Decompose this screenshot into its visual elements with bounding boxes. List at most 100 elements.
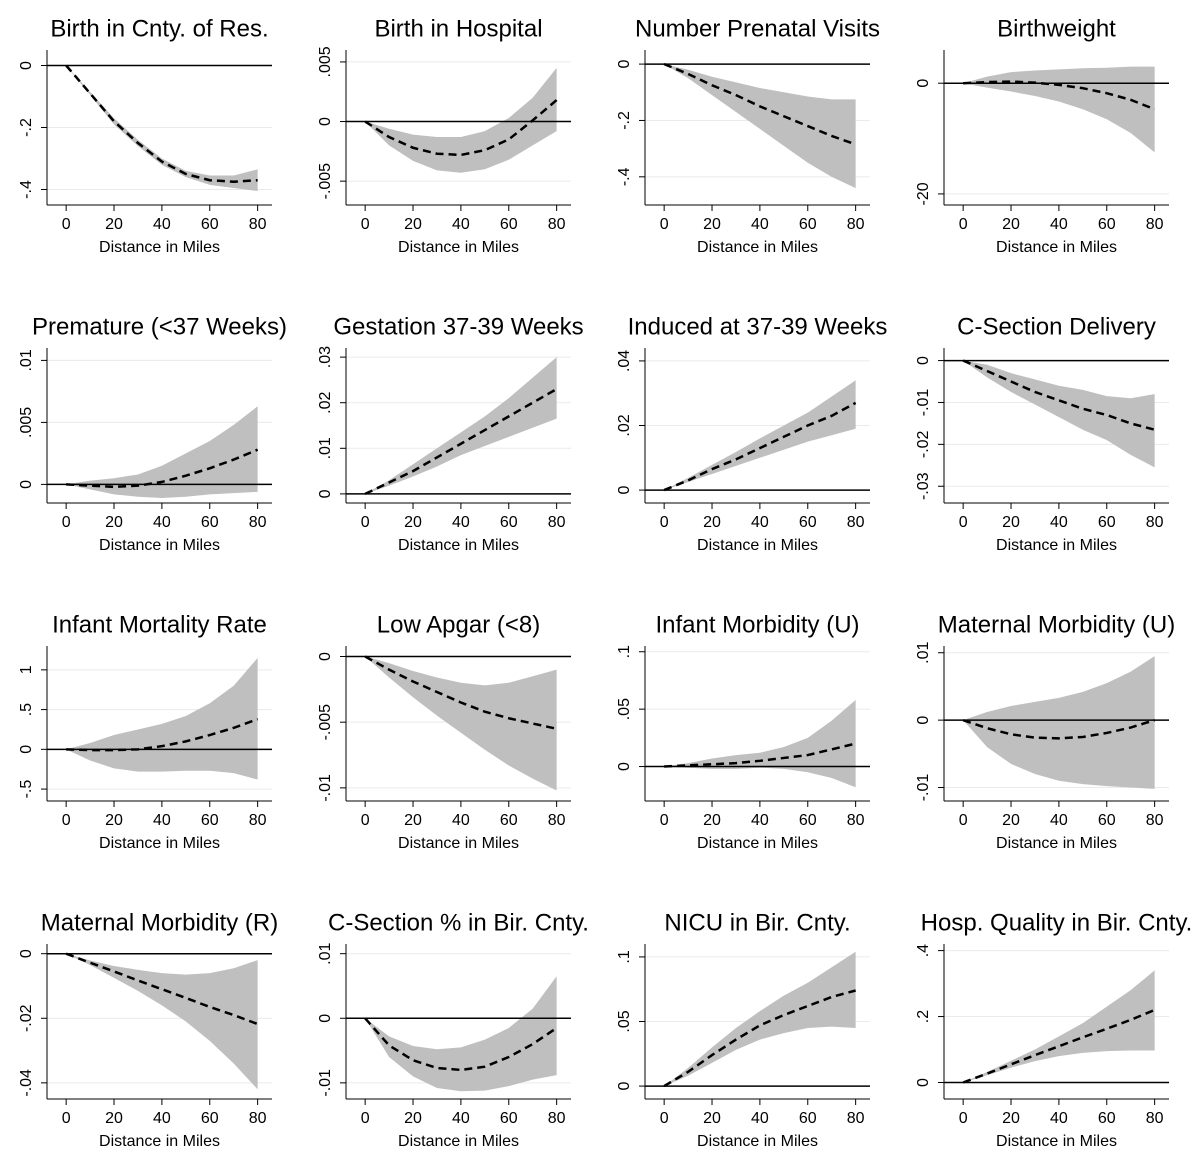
x-tick-label: 0 [959,216,968,233]
estimate-line [664,742,856,768]
x-tick-label: 80 [1146,216,1164,233]
y-tick-label: -.005 [317,163,334,200]
x-tick-label: 80 [847,1110,865,1127]
y-tick-label: -.005 [317,704,334,741]
x-tick-label: 20 [1002,216,1020,233]
x-axis-title: Distance in Miles [398,1133,519,1150]
x-tick-label: 0 [959,514,968,531]
x-axis-title: Distance in Miles [99,1133,220,1150]
x-tick-label: 40 [1050,216,1068,233]
y-tick-label: -.03 [915,472,932,500]
confidence-band [66,406,258,499]
x-tick-label: 80 [1146,514,1164,531]
y-tick-label: .03 [317,346,334,368]
x-axis-title: Distance in Miles [697,239,818,256]
x-tick-label: 20 [404,216,422,233]
x-tick-label: 20 [105,812,123,829]
chart-title: Low Apgar (<8) [377,611,540,638]
estimate-line [663,989,856,1088]
x-tick-label: 0 [361,1110,370,1127]
x-tick-label: 20 [105,514,123,531]
x-tick-label: 80 [847,514,865,531]
confidence-band [365,67,557,173]
x-tick-label: 80 [548,1110,566,1127]
x-axis-title: Distance in Miles [697,1133,818,1150]
x-axis-title: Distance in Miles [99,239,220,256]
x-tick-label: 60 [1098,514,1116,531]
estimate-line [364,99,558,157]
x-tick-label: 60 [500,216,518,233]
y-tick-label: -.2 [616,111,633,130]
x-tick-label: 60 [201,514,219,531]
x-axis-title: Distance in Miles [996,239,1117,256]
estimate-line [65,952,259,1026]
chart-title: Infant Mortality Rate [52,611,267,638]
x-tick-label: 40 [751,514,769,531]
x-tick-label: 0 [361,812,370,829]
confidence-band [963,360,1155,468]
x-tick-label: 20 [404,1110,422,1127]
confidence-band [664,699,856,788]
y-tick-label: -.5 [18,780,35,799]
x-tick-label: 40 [452,1110,470,1127]
estimate-line [962,1008,1156,1084]
y-tick-label: 0 [616,486,633,495]
x-axis-title: Distance in Miles [398,537,519,554]
chart-title: Number Prenatal Visits [635,15,880,42]
y-tick-label: 0 [317,652,334,661]
y-tick-label: .04 [616,350,633,372]
confidence-band [963,656,1155,789]
x-axis-title: Distance in Miles [996,537,1117,554]
x-tick-label: 40 [1050,812,1068,829]
x-tick-label: 0 [660,812,669,829]
x-tick-label: 40 [153,1110,171,1127]
x-tick-label: 80 [548,812,566,829]
confidence-band [664,951,856,1087]
y-tick-label: .05 [616,698,633,720]
x-tick-label: 40 [751,812,769,829]
confidence-band [963,66,1155,153]
x-tick-label: 60 [1098,1110,1116,1127]
x-axis-title: Distance in Miles [697,835,818,852]
y-tick-label: 0 [317,489,334,498]
x-tick-label: 60 [1098,216,1116,233]
x-tick-label: 40 [452,812,470,829]
y-tick-label: -.04 [18,1069,35,1097]
x-tick-label: 40 [153,216,171,233]
x-tick-label: 80 [847,216,865,233]
y-tick-label: .5 [18,703,35,716]
estimate-line [65,64,258,184]
x-tick-label: 80 [847,812,865,829]
x-tick-label: 80 [548,514,566,531]
chart-title: Birth in Hospital [374,15,542,42]
y-tick-label: -.01 [915,389,932,417]
chart-title: Maternal Morbidity (R) [41,909,278,936]
chart-title: Birthweight [997,15,1116,42]
x-tick-label: 60 [799,216,817,233]
chart-title: NICU in Bir. Cnty. [664,909,850,936]
y-tick-label: 1 [18,665,35,674]
estimate-line [663,62,857,146]
x-tick-label: 80 [249,1110,267,1127]
y-tick-label: -.02 [915,430,932,458]
chart-title: C-Section Delivery [957,313,1156,340]
x-tick-label: 80 [548,216,566,233]
x-tick-label: 20 [703,812,721,829]
y-tick-label: .01 [317,942,334,964]
y-tick-label: 0 [915,79,932,88]
y-tick-label: .01 [317,437,334,459]
estimate-line [364,387,558,496]
x-tick-label: 40 [1050,1110,1068,1127]
x-tick-label: 20 [1002,812,1020,829]
y-tick-label: -.4 [18,180,35,199]
x-axis-title: Distance in Miles [99,835,220,852]
x-tick-label: 80 [249,514,267,531]
x-tick-label: 20 [105,1110,123,1127]
confidence-band [66,953,258,1090]
y-tick-label: 0 [317,117,334,126]
confidence-band [963,970,1155,1083]
confidence-band [365,656,557,791]
x-tick-label: 60 [500,1110,518,1127]
y-tick-label: .02 [616,414,633,436]
x-tick-label: 60 [1098,812,1116,829]
